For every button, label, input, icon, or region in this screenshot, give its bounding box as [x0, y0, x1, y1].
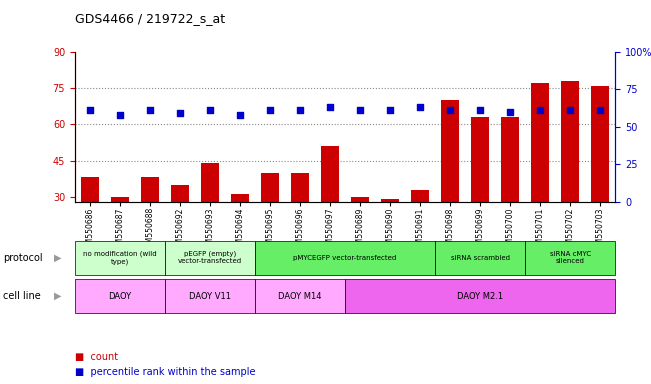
- Bar: [201, 163, 219, 269]
- Point: [145, 107, 155, 113]
- Point: [174, 110, 185, 116]
- Point: [85, 107, 95, 113]
- Bar: [561, 81, 579, 269]
- Point: [295, 107, 305, 113]
- Text: ■  percentile rank within the sample: ■ percentile rank within the sample: [75, 367, 255, 377]
- Bar: [531, 83, 549, 269]
- Point: [505, 109, 516, 115]
- Point: [385, 107, 395, 113]
- Bar: [351, 197, 369, 269]
- Text: pEGFP (empty)
vector-transfected: pEGFP (empty) vector-transfected: [178, 251, 242, 265]
- Bar: [381, 199, 399, 269]
- Bar: [261, 173, 279, 269]
- Text: DAOY V11: DAOY V11: [189, 291, 231, 301]
- Bar: [441, 100, 459, 269]
- Text: DAOY M2.1: DAOY M2.1: [457, 291, 503, 301]
- Text: siRNA scrambled: siRNA scrambled: [450, 255, 510, 261]
- Bar: [141, 177, 159, 269]
- Text: ■  count: ■ count: [75, 352, 118, 362]
- Text: ▶: ▶: [54, 253, 62, 263]
- Text: protocol: protocol: [3, 253, 43, 263]
- Text: DAOY M14: DAOY M14: [278, 291, 322, 301]
- Point: [355, 107, 365, 113]
- Bar: [81, 177, 99, 269]
- Text: cell line: cell line: [3, 291, 41, 301]
- Point: [535, 107, 546, 113]
- Point: [204, 107, 215, 113]
- Point: [265, 107, 275, 113]
- Bar: [471, 117, 489, 269]
- Bar: [291, 173, 309, 269]
- Bar: [501, 117, 519, 269]
- Point: [595, 107, 605, 113]
- Point: [115, 112, 125, 118]
- Bar: [231, 194, 249, 269]
- Text: no modification (wild
type): no modification (wild type): [83, 251, 157, 265]
- Bar: [591, 86, 609, 269]
- Point: [445, 107, 455, 113]
- Bar: [111, 197, 129, 269]
- Text: DAOY: DAOY: [108, 291, 132, 301]
- Bar: [321, 146, 339, 269]
- Bar: [171, 185, 189, 269]
- Point: [415, 104, 425, 110]
- Text: pMYCEGFP vector-transfected: pMYCEGFP vector-transfected: [294, 255, 396, 261]
- Text: GDS4466 / 219722_s_at: GDS4466 / 219722_s_at: [75, 12, 225, 25]
- Text: ▶: ▶: [54, 291, 62, 301]
- Point: [325, 104, 335, 110]
- Bar: [411, 190, 429, 269]
- Text: siRNA cMYC
silenced: siRNA cMYC silenced: [549, 251, 590, 264]
- Point: [235, 112, 245, 118]
- Point: [565, 107, 575, 113]
- Point: [475, 107, 485, 113]
